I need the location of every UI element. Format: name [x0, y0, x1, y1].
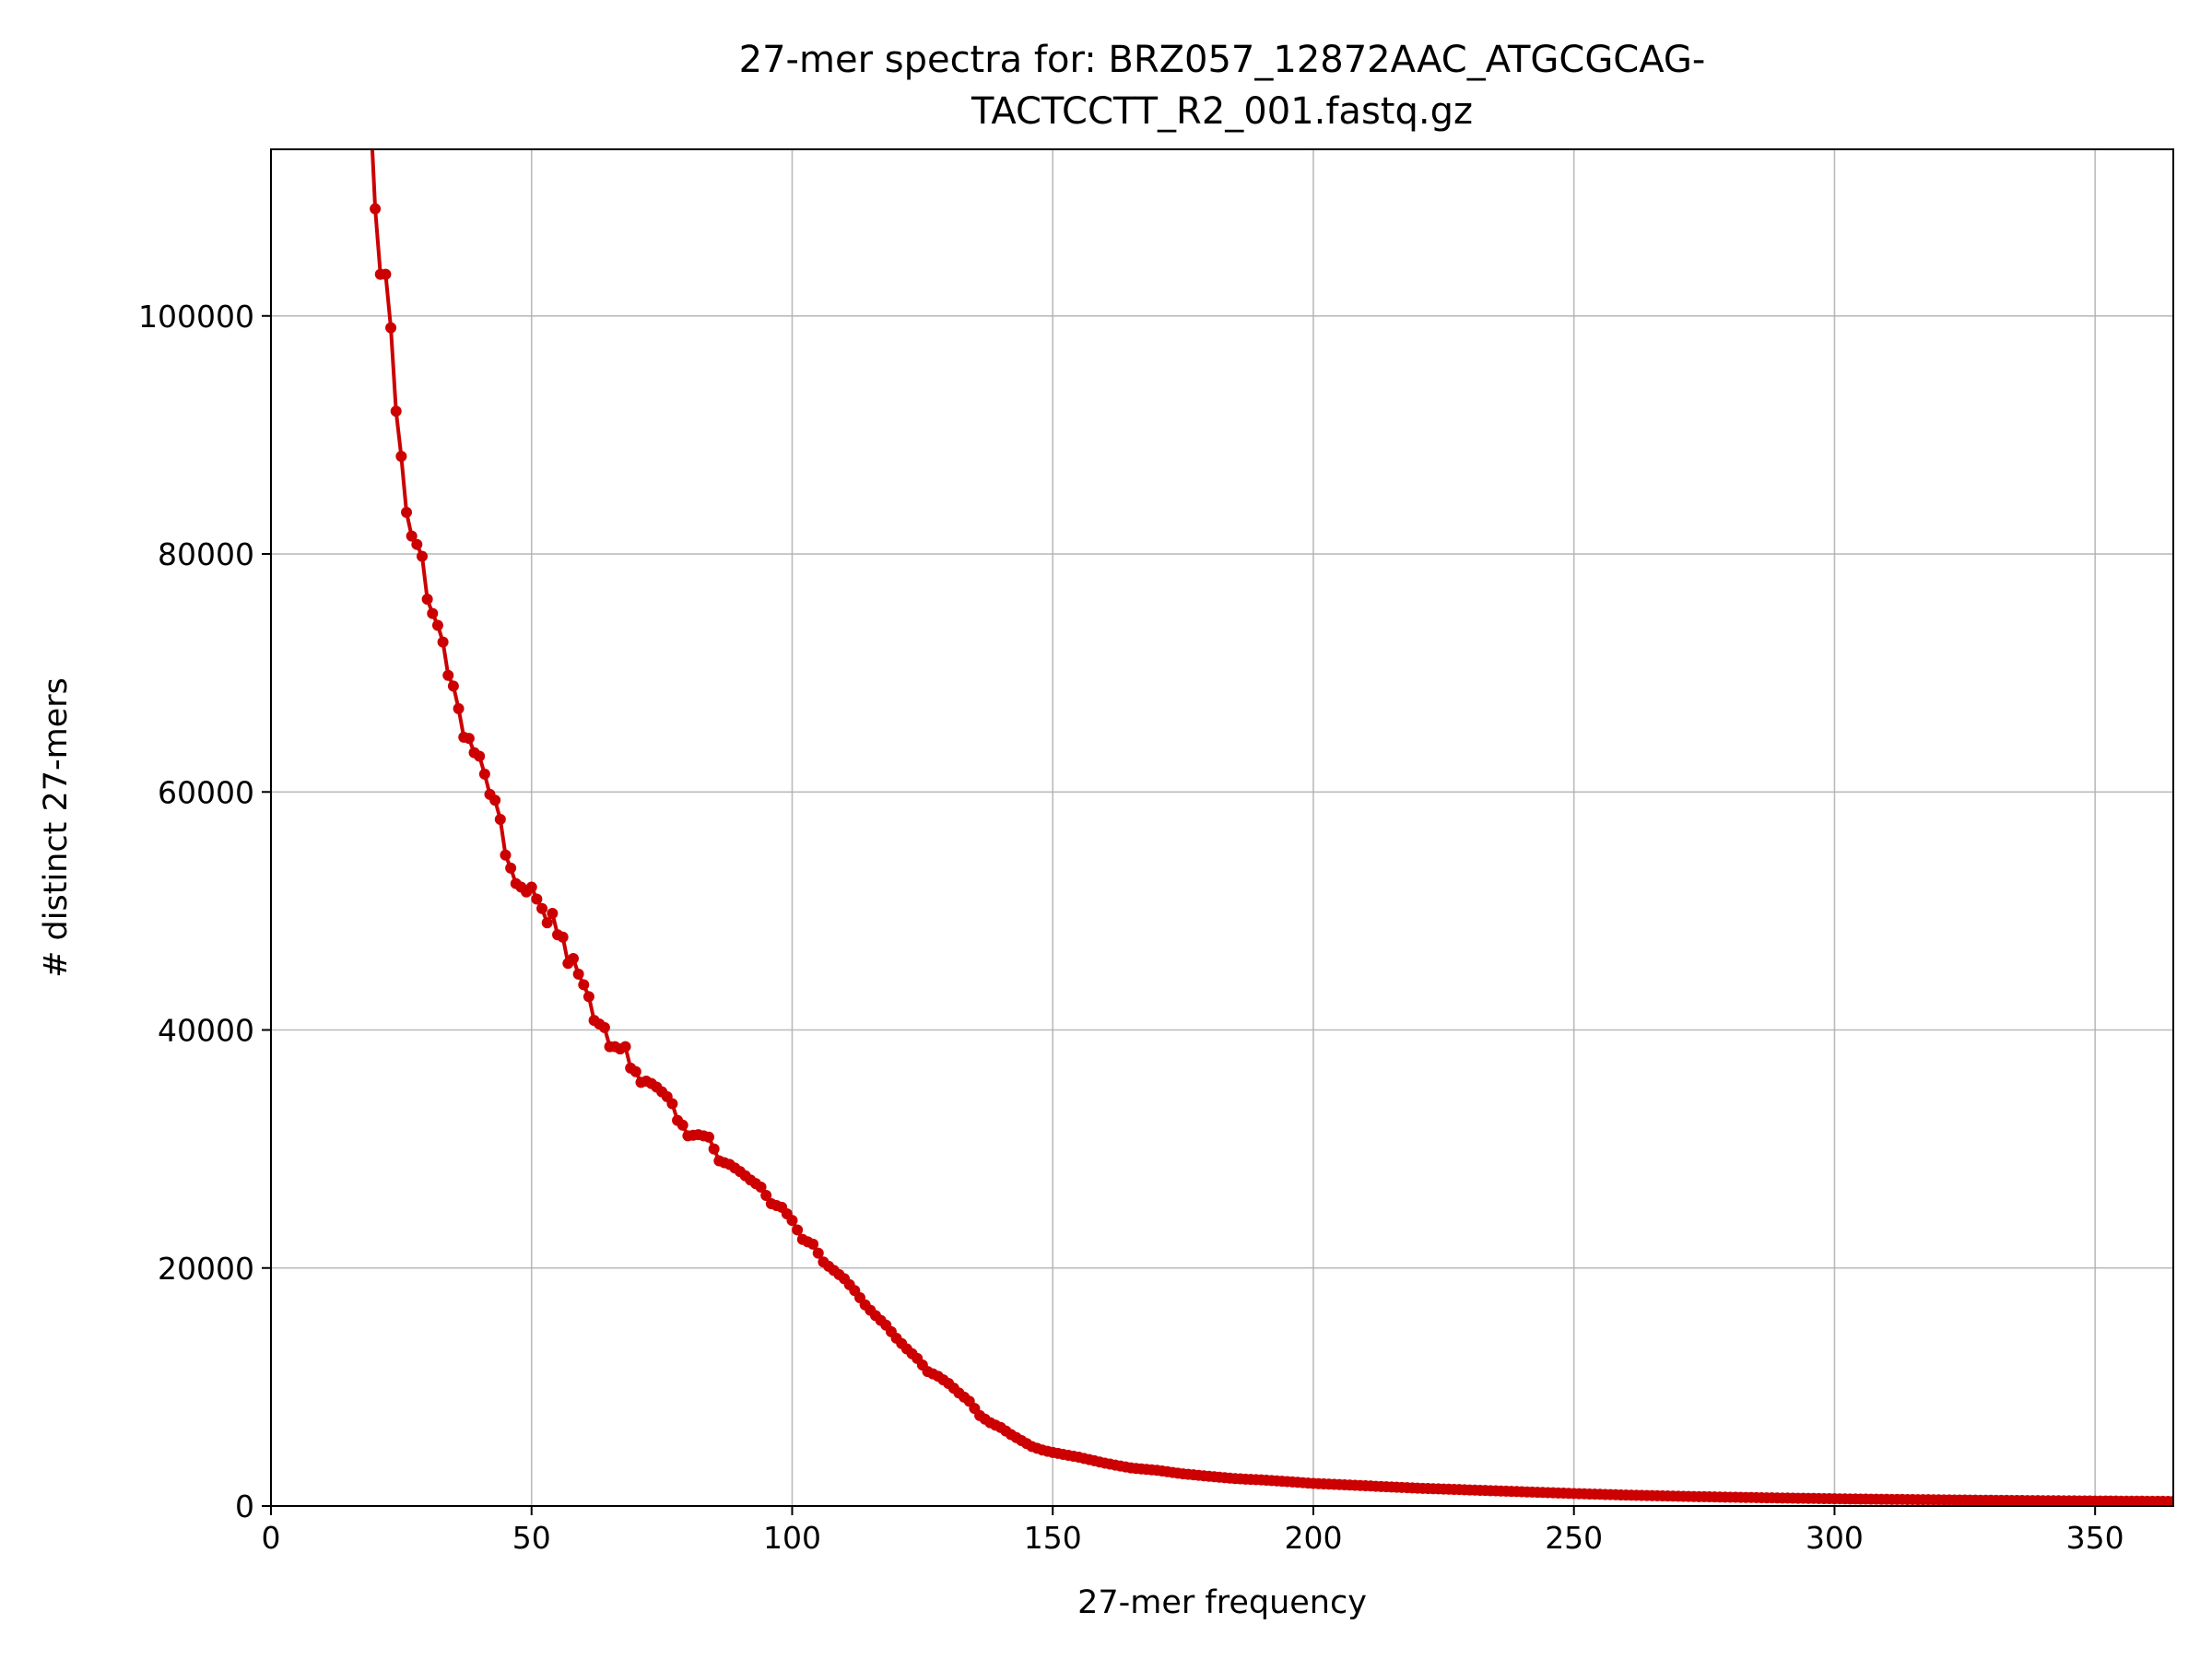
chart-title-line-1: 27-mer spectra for: BRZ057_12872AAC_ATGC… [739, 39, 1706, 81]
x-tick-label: 150 [1024, 1520, 1082, 1556]
y-axis-label: # distinct 27-mers [38, 677, 75, 978]
x-tick-label: 350 [2066, 1520, 2124, 1556]
data-point [406, 530, 418, 542]
y-tick-label: 40000 [158, 1013, 254, 1049]
data-point [666, 1098, 678, 1110]
data-point [792, 1224, 804, 1236]
data-point [463, 733, 475, 745]
data-point [442, 669, 454, 681]
x-tick-label: 100 [763, 1520, 821, 1556]
data-point [437, 636, 449, 648]
data-point [453, 702, 465, 714]
x-tick-label: 200 [1284, 1520, 1342, 1556]
data-point [411, 538, 423, 550]
data-point [370, 203, 382, 215]
data-point [2168, 1495, 2173, 1506]
data-point [619, 1041, 631, 1053]
data-point [431, 619, 443, 631]
data-point [421, 594, 433, 606]
data-point [582, 991, 594, 1003]
data-point [541, 917, 553, 929]
data-point [578, 979, 590, 991]
data-point [478, 768, 490, 780]
plot-frame [270, 148, 2174, 1507]
data-point [708, 1143, 720, 1155]
data-point [536, 902, 548, 914]
x-tick-label: 250 [1545, 1520, 1603, 1556]
y-tick-label: 60000 [158, 774, 254, 810]
data-point [598, 1021, 610, 1033]
data-point [494, 813, 506, 825]
grid-lines [270, 149, 2173, 1507]
data-series [370, 149, 2173, 1506]
data-point [401, 506, 413, 518]
data-point [547, 907, 559, 919]
data-point [500, 849, 512, 861]
data-point [677, 1119, 688, 1131]
y-tick-label: 100000 [138, 299, 254, 335]
data-point [629, 1065, 641, 1077]
data-point [489, 794, 501, 806]
data-point [760, 1189, 772, 1201]
data-point [531, 893, 543, 905]
data-point [395, 451, 407, 463]
x-tick-label: 50 [512, 1520, 551, 1556]
data-point [447, 680, 459, 692]
data-point [427, 607, 439, 619]
data-point [557, 931, 569, 943]
data-point [703, 1131, 714, 1143]
data-point [505, 862, 517, 874]
x-tick-label: 300 [1806, 1520, 1864, 1556]
y-tick-label: 80000 [158, 536, 254, 572]
data-point [755, 1181, 767, 1193]
data-point [525, 881, 537, 893]
data-point [572, 968, 584, 980]
axis-ticks: 0 50 100 150 200 250 300 350 0 20000 40000 60000 800… [138, 299, 2124, 1556]
x-tick-label: 0 [262, 1520, 281, 1556]
data-point [416, 550, 428, 562]
y-tick-label: 20000 [158, 1251, 254, 1287]
y-tick-label: 0 [235, 1488, 254, 1524]
chart-title-line-2: TACTCCTT_R2_001.fastq.gz [971, 90, 1473, 133]
data-point [807, 1238, 819, 1250]
x-axis-label: 27-mer frequency [1077, 1584, 1367, 1621]
data-point [567, 953, 579, 965]
data-point [474, 750, 486, 762]
data-point [812, 1247, 824, 1259]
data-point [385, 322, 397, 334]
data-point [380, 268, 392, 280]
data-point [786, 1215, 798, 1227]
data-point [390, 406, 402, 418]
